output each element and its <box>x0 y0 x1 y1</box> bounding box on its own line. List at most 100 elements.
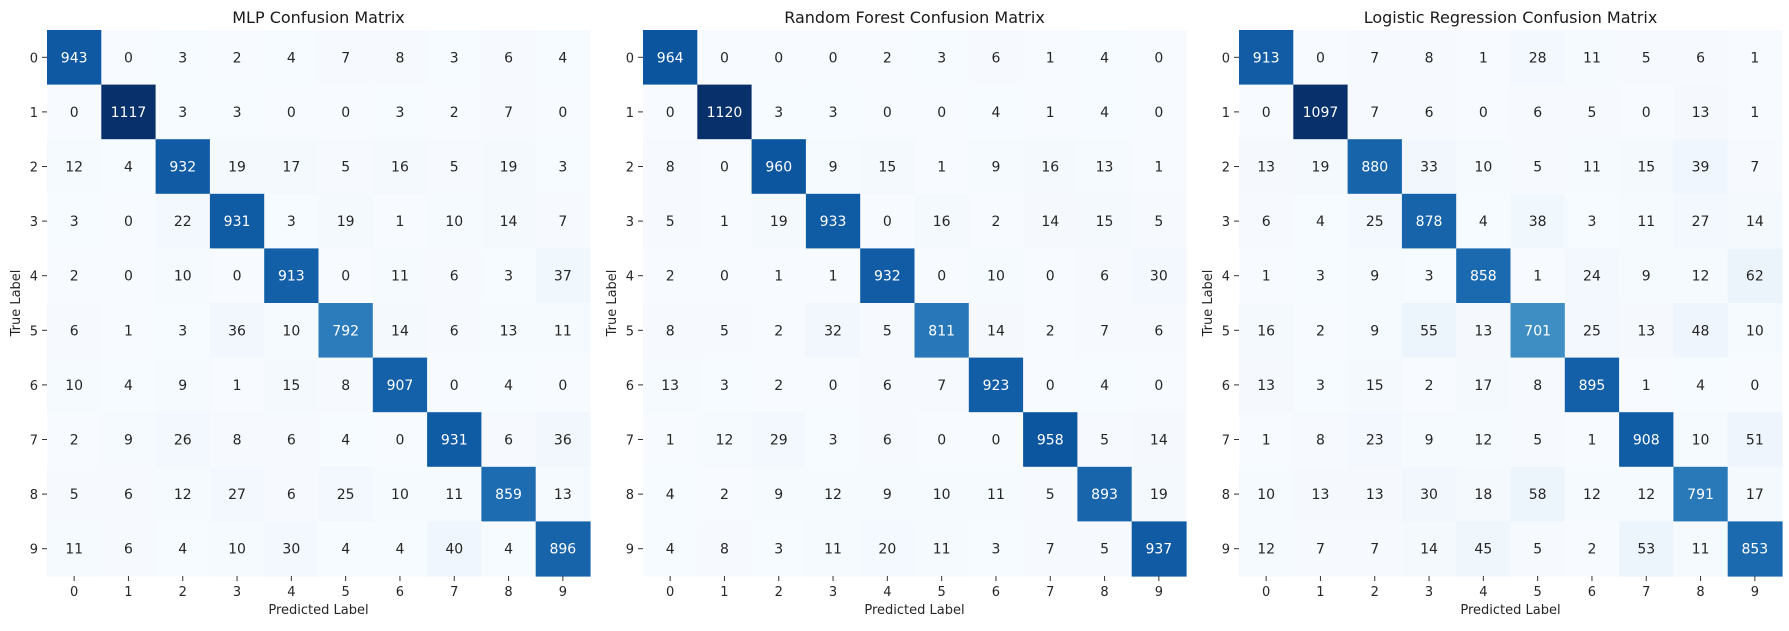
cell-value-label: 3 <box>70 214 79 230</box>
cell-value-label: 22 <box>174 214 192 230</box>
heatmap-cell <box>155 84 211 140</box>
cell-value-label: 0 <box>341 269 350 285</box>
x-tick-label: 0 <box>666 585 674 600</box>
x-tick-label: 5 <box>342 585 350 600</box>
heatmap-cell <box>1347 248 1403 304</box>
heatmap-cell <box>1077 248 1133 304</box>
cell-value-label: 12 <box>1257 542 1275 558</box>
heatmap-cell <box>1293 139 1349 195</box>
y-tick-label: 4 <box>1222 270 1230 285</box>
cell-value-label: 3 <box>720 378 729 394</box>
cell-value-label: 5 <box>1533 542 1542 558</box>
x-tick-label: 1 <box>720 585 728 600</box>
heatmap-cell <box>1510 248 1566 304</box>
cell-value-label: 4 <box>1316 214 1325 230</box>
heatmap-cell <box>1673 30 1729 86</box>
heatmap-cell <box>751 466 807 522</box>
heatmap-cell <box>318 139 374 195</box>
cell-value-label: 26 <box>174 433 192 449</box>
cell-value-label: 960 <box>765 160 792 176</box>
heatmap-cell <box>1510 30 1566 86</box>
cell-value-label: 17 <box>1746 487 1764 503</box>
heatmap-cell <box>1727 30 1783 86</box>
heatmap-cell <box>1293 412 1349 468</box>
cell-value-label: 2 <box>1587 542 1596 558</box>
heatmap-cell <box>1619 303 1674 359</box>
heatmap-cell <box>805 193 861 249</box>
heatmap-cell <box>1077 521 1133 577</box>
x-tick-label: 3 <box>233 585 241 600</box>
heatmap-cell <box>968 303 1024 359</box>
cell-value-label: 3 <box>829 105 838 121</box>
cell-value-label: 2 <box>450 105 459 121</box>
heatmap-cell <box>1131 357 1187 413</box>
cell-value-label: 13 <box>661 378 679 394</box>
heatmap-cell <box>805 412 861 468</box>
heatmap-cell <box>1131 139 1187 195</box>
cell-value-label: 6 <box>287 487 296 503</box>
cell-value-label: 25 <box>1366 214 1384 230</box>
cell-value-label: 17 <box>1474 378 1492 394</box>
cell-value-label: 11 <box>65 542 83 558</box>
heatmap-cell <box>1564 30 1620 86</box>
cell-value-label: 5 <box>341 160 350 176</box>
cell-value-label: 0 <box>287 105 296 121</box>
heatmap-cell <box>47 139 102 195</box>
heatmap-cell <box>155 303 211 359</box>
cell-value-label: 3 <box>1425 269 1434 285</box>
heatmap-cell <box>1564 84 1620 140</box>
cell-value-label: 5 <box>883 323 892 339</box>
heatmap-cell <box>1131 521 1187 577</box>
heatmap-cell <box>372 521 428 577</box>
heatmap-cell <box>47 248 102 304</box>
cell-value-label: 16 <box>1041 160 1059 176</box>
heatmap-cell <box>155 139 211 195</box>
cell-value-label: 4 <box>287 50 296 66</box>
x-tick-label: 4 <box>287 585 295 600</box>
cell-value-label: 55 <box>1420 323 1438 339</box>
heatmap-cell <box>318 303 374 359</box>
heatmap-cell <box>1564 303 1620 359</box>
heatmap-cell <box>372 248 428 304</box>
cell-value-label: 17 <box>282 160 300 176</box>
chart-title: Logistic Regression Confusion Matrix <box>1364 8 1658 27</box>
heatmap-cell <box>1131 466 1187 522</box>
cell-value-label: 36 <box>228 323 246 339</box>
cell-value-label: 6 <box>1533 105 1542 121</box>
heatmap-cell <box>1239 521 1294 577</box>
heatmap-cell <box>1023 30 1078 86</box>
cell-value-label: 6 <box>1425 105 1434 121</box>
cell-value-label: 1 <box>1750 105 1759 121</box>
heatmap-cell <box>914 466 970 522</box>
heatmap-cell <box>264 412 320 468</box>
cell-value-label: 15 <box>1096 214 1114 230</box>
cell-value-label: 0 <box>558 378 567 394</box>
heatmap-cell <box>1564 248 1620 304</box>
heatmap-cell <box>209 84 265 140</box>
heatmap-cell <box>318 248 374 304</box>
x-tick-label: 4 <box>883 585 891 600</box>
cell-value-label: 907 <box>387 378 414 394</box>
cell-value-label: 4 <box>341 542 350 558</box>
heatmap-cell <box>481 357 537 413</box>
heatmap-cell <box>1673 466 1729 522</box>
heatmap-cell <box>643 303 698 359</box>
heatmap-cell <box>47 466 102 522</box>
heatmap-cell <box>1727 466 1783 522</box>
heatmap-cell <box>1293 193 1349 249</box>
cell-value-label: 5 <box>720 323 729 339</box>
cell-value-label: 13 <box>1312 487 1330 503</box>
cell-value-label: 6 <box>504 50 513 66</box>
cell-value-label: 6 <box>883 433 892 449</box>
cell-value-label: 13 <box>500 323 518 339</box>
heatmap-cell <box>264 303 320 359</box>
heatmap-cell <box>1131 30 1187 86</box>
heatmap-cell <box>1510 466 1566 522</box>
cell-value-label: 4 <box>1479 214 1488 230</box>
heatmap-cell <box>481 84 537 140</box>
heatmap-cell <box>1347 303 1403 359</box>
cell-value-label: 16 <box>933 214 951 230</box>
cell-value-label: 932 <box>169 160 196 176</box>
heatmap-cell <box>1564 521 1620 577</box>
heatmap-cell <box>1456 193 1512 249</box>
